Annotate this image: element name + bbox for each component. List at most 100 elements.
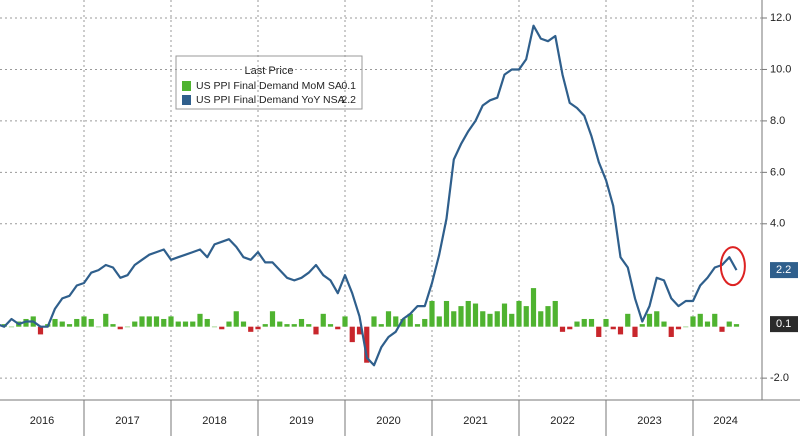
bar <box>451 311 457 327</box>
bar <box>378 324 384 327</box>
bar <box>639 324 645 327</box>
x-tick-label: 2016 <box>30 415 54 427</box>
legend: Last Price US PPI Final Demand MoM SA 0.1… <box>175 55 363 110</box>
bar <box>219 326 225 330</box>
x-tick-label: 2018 <box>202 415 226 427</box>
bar <box>226 321 232 327</box>
bar <box>501 303 508 327</box>
bar <box>59 321 65 327</box>
bar <box>233 311 239 327</box>
highlight-circle <box>719 246 746 287</box>
bar <box>255 326 261 330</box>
bar <box>95 326 102 328</box>
bar <box>103 313 109 327</box>
bar <box>697 313 703 327</box>
bar <box>298 318 305 327</box>
bar <box>88 318 94 327</box>
bar <box>726 321 732 327</box>
bar <box>588 318 595 327</box>
bar <box>175 321 181 327</box>
bar <box>66 324 73 327</box>
x-tick-label: 2021 <box>463 415 487 427</box>
bar <box>465 300 471 327</box>
bar <box>269 311 276 327</box>
bar <box>523 306 529 327</box>
line <box>0 24 738 367</box>
bar <box>683 326 689 328</box>
legend-value: 0.1 <box>341 80 356 92</box>
last-value-label: 0.1 <box>776 318 791 330</box>
bar <box>559 326 566 332</box>
bar <box>661 321 667 327</box>
x-tick-label: 2019 <box>289 415 313 427</box>
bar <box>211 326 218 328</box>
bar <box>719 326 725 332</box>
x-tick-label: 2022 <box>550 415 574 427</box>
bar <box>472 303 479 327</box>
bar <box>704 321 711 327</box>
bar <box>603 318 609 327</box>
y-tick-label: 4.0 <box>770 218 785 230</box>
bar <box>443 300 450 327</box>
bar <box>240 321 247 327</box>
bar <box>625 313 631 327</box>
bar <box>538 311 544 327</box>
bar <box>146 316 152 327</box>
bar <box>712 313 718 327</box>
x-tick-label: 2024 <box>713 415 737 427</box>
bar <box>110 324 116 327</box>
bar <box>530 288 537 327</box>
x-tick-label: 2020 <box>376 415 400 427</box>
bar <box>117 326 123 330</box>
x-tick-label: 2017 <box>115 415 139 427</box>
bar <box>190 321 196 327</box>
bar <box>646 313 653 327</box>
bar <box>335 326 341 330</box>
bar <box>596 326 602 337</box>
bar <box>574 321 580 327</box>
bar <box>124 326 131 328</box>
bar <box>617 326 624 335</box>
legend-label: US PPI Final Demand MoM SA <box>196 80 342 92</box>
bar <box>52 318 58 327</box>
bar <box>516 300 522 327</box>
bar <box>545 306 551 327</box>
last-value-tag <box>770 316 798 333</box>
bar <box>356 326 363 335</box>
bar <box>161 318 167 327</box>
bar <box>284 324 290 327</box>
y-tick-label: -2.0 <box>770 372 789 384</box>
bar <box>23 318 29 327</box>
bar <box>204 318 210 327</box>
bar <box>552 300 558 327</box>
y-tick-label: 12.0 <box>770 12 791 24</box>
bar <box>509 313 515 327</box>
legend-title: Last Price <box>245 65 294 77</box>
bar <box>364 326 370 363</box>
bar <box>400 318 406 327</box>
bar <box>168 316 174 327</box>
bar <box>153 316 160 327</box>
bar <box>371 316 377 327</box>
bar <box>132 321 138 327</box>
bar <box>733 324 740 327</box>
bar <box>422 318 428 327</box>
bar <box>610 326 616 330</box>
legend-value: 2.2 <box>341 94 356 106</box>
legend-swatch <box>182 95 191 105</box>
bar <box>248 326 254 332</box>
y-tick-label: 6.0 <box>770 166 785 178</box>
bar <box>690 316 696 327</box>
bar <box>320 313 326 327</box>
bar <box>393 316 399 327</box>
bar <box>654 311 660 327</box>
bar <box>291 324 297 327</box>
bar <box>277 321 283 327</box>
bar <box>74 318 80 327</box>
bar <box>197 313 203 327</box>
legend-label: US PPI Final Demand YoY NSA <box>196 94 345 106</box>
bar <box>313 326 319 335</box>
bar <box>480 311 486 327</box>
